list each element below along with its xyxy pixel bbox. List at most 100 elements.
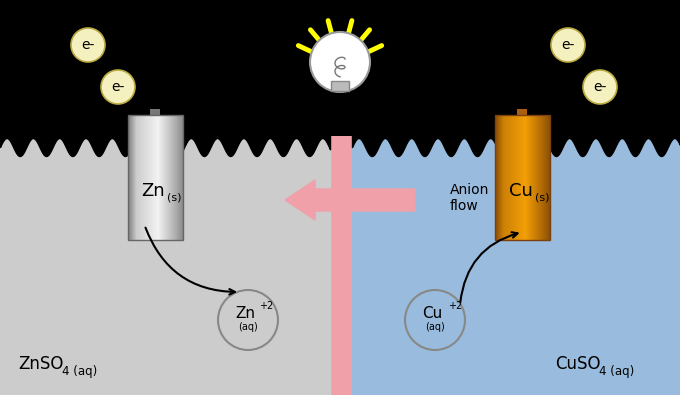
Bar [166,115,167,240]
Bar [178,115,179,240]
Bar [536,115,537,240]
Bar [131,115,132,240]
Bar [531,115,532,240]
Bar [148,115,149,240]
Bar [142,115,143,240]
Bar [167,115,168,240]
Bar [136,115,137,240]
Bar [180,115,181,240]
Bar [544,115,545,240]
Bar [518,115,519,240]
Bar [173,115,174,240]
Text: e-: e- [561,38,575,52]
Bar [137,115,138,240]
Bar [168,115,169,240]
Bar [154,115,155,240]
Bar [510,115,511,240]
Bar [175,115,176,240]
Text: (s): (s) [534,192,549,203]
Bar [537,115,538,240]
Text: e-: e- [594,80,607,94]
Bar [150,115,151,240]
Bar [538,115,539,240]
Bar [171,115,172,240]
Bar [515,115,516,240]
Bar [516,115,517,240]
Text: (aq): (aq) [425,322,445,332]
Text: e-: e- [112,80,124,94]
Bar [506,115,507,240]
Bar [174,115,175,240]
Bar [162,115,163,240]
Bar [149,115,150,240]
Bar [533,115,534,240]
Bar [499,115,500,240]
Bar [511,115,512,240]
Circle shape [101,70,135,104]
Bar [523,115,524,240]
Bar [150,109,160,116]
Bar [0,147,330,395]
Bar [504,115,505,240]
Bar [135,115,136,240]
Bar [528,115,529,240]
Bar [514,115,515,240]
Bar [501,115,502,240]
Bar [172,115,173,240]
Bar [176,115,177,240]
Bar [539,115,540,240]
Bar [503,115,504,240]
Bar [513,115,514,240]
Bar [128,115,129,240]
Bar [507,115,508,240]
Bar [524,115,525,240]
Bar [526,115,527,240]
Bar [130,115,131,240]
Bar [495,115,550,240]
Bar [540,115,541,240]
Bar [156,115,157,240]
Bar [525,115,526,240]
Bar [549,115,550,240]
Bar [141,115,142,240]
Text: Cu: Cu [422,307,442,322]
Bar [532,115,533,240]
Bar [527,115,528,240]
Bar [169,115,170,240]
Bar [522,115,523,240]
Bar [170,115,171,240]
Bar [509,115,510,240]
Bar [163,115,164,240]
Bar [548,115,549,240]
Bar [165,115,166,240]
Bar [530,115,531,240]
Text: (s): (s) [167,192,182,203]
Text: 4 (aq): 4 (aq) [599,365,634,378]
Bar [177,115,178,240]
Bar [139,115,140,240]
Bar [541,115,542,240]
Bar [545,115,546,240]
Circle shape [218,290,278,350]
Bar [497,115,498,240]
Bar [147,115,148,240]
Bar [145,115,146,240]
Bar [138,115,139,240]
Bar [158,115,159,240]
Bar [352,147,680,395]
Bar [547,115,548,240]
Bar [179,115,180,240]
Bar [517,115,518,240]
Bar [534,115,535,240]
Bar [517,109,527,116]
Bar [159,115,160,240]
Bar [543,115,544,240]
FancyArrow shape [285,180,415,220]
Bar [331,81,349,91]
Bar [520,115,521,240]
Bar [164,115,165,240]
Bar [535,115,536,240]
Bar [502,115,503,240]
Bar [132,115,133,240]
Bar [330,117,352,395]
